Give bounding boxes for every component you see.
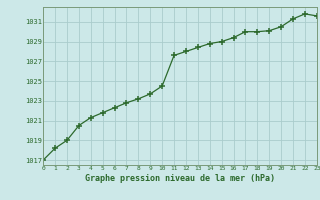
X-axis label: Graphe pression niveau de la mer (hPa): Graphe pression niveau de la mer (hPa) <box>85 174 275 183</box>
